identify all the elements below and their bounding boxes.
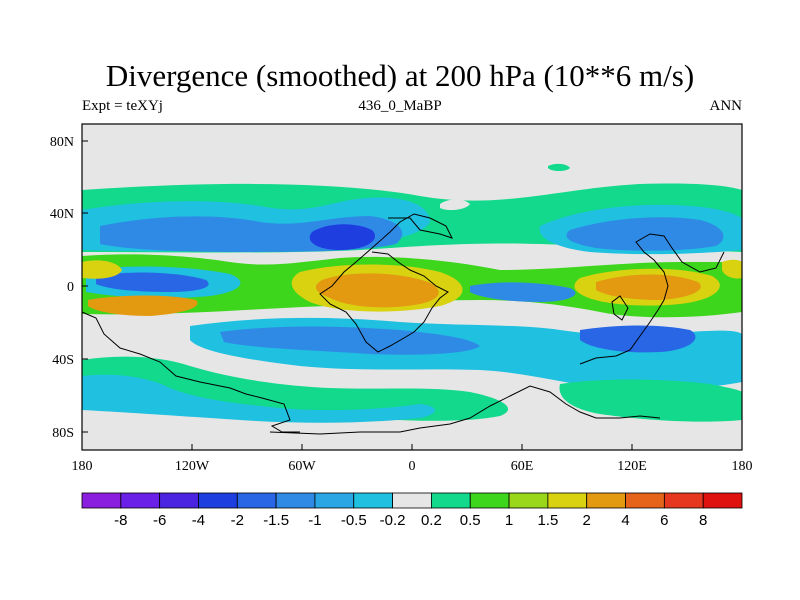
x-label-60w: 60W [288, 459, 316, 474]
coastline-antarctica [269, 385, 661, 435]
colorbar-swatch [702, 492, 743, 509]
colorbar-swatch [353, 492, 393, 509]
colorbar-label: 4 [621, 512, 629, 529]
x-axis [191, 444, 633, 450]
experiment-label: Expt = teXYj [82, 98, 163, 114]
colorbar-label: -0.2 [380, 512, 406, 529]
colorbar-label: 0.5 [460, 512, 481, 529]
contour-east-edge-yellow [722, 259, 742, 279]
contour-pacific-orange [88, 295, 198, 316]
colorbar [81, 492, 743, 509]
x-tick-labels: 180 120W 60W 0 60E 120E 180 [72, 459, 753, 474]
x-label-60e: 60E [511, 459, 534, 474]
colorbar-swatch [275, 492, 316, 509]
colorbar-swatch [469, 492, 510, 509]
colorbar-swatch [314, 492, 355, 509]
divergence-field [82, 124, 742, 450]
colorbar-label: -2 [231, 512, 244, 529]
coastline-asia-australia [579, 233, 725, 365]
colorbar-swatch [81, 492, 122, 509]
x-label-180w: 180 [72, 459, 93, 474]
colorbar-swatch [120, 492, 161, 509]
colorbar-label: -0.5 [341, 512, 367, 529]
x-label-120e: 120E [617, 459, 647, 474]
y-label-80s: 80S [52, 426, 74, 441]
run-label: 436_0_MaBP [358, 98, 442, 114]
colorbar-label: 8 [699, 512, 707, 529]
coastline-islands [611, 295, 629, 321]
colorbar-swatch [547, 492, 588, 509]
x-label-120w: 120W [175, 459, 210, 474]
colorbar-swatch [663, 492, 704, 509]
coastline-americas [81, 311, 300, 433]
colorbar-label: -1.5 [263, 512, 289, 529]
colorbar-label: 0.2 [421, 512, 442, 529]
contour-dateline-yellow [82, 260, 122, 279]
colorbar-swatch [198, 492, 238, 509]
colorbar-label: 2 [583, 512, 591, 529]
contour-north-deep-blue [309, 224, 376, 250]
colorbar-label: -8 [114, 512, 127, 529]
contour-south-blue [220, 326, 480, 355]
season-label: ANN [709, 98, 743, 114]
colorbar-label: 1.5 [537, 512, 558, 529]
colorbar-swatch [586, 492, 626, 509]
contour-east-tropics-orange [596, 274, 701, 300]
colorbar-label: -1 [308, 512, 321, 529]
contour-west-blue [96, 272, 209, 292]
colorbar-swatch [508, 492, 549, 509]
colorbar-swatch [431, 492, 471, 509]
map-title: Divergence (smoothed) at 200 hPa (10**6 … [105, 58, 695, 93]
colorbar-label: 1 [505, 512, 513, 529]
y-label-eq: 0 [67, 280, 74, 295]
coastline-africa-europe [319, 213, 453, 353]
contour-south-east-green [559, 379, 742, 422]
colorbar-swatch [236, 492, 277, 509]
x-label-0: 0 [409, 459, 416, 474]
y-axis [82, 140, 88, 433]
contour-northeast-green-spot [548, 163, 570, 171]
colorbar-label: -6 [153, 512, 166, 529]
contour-east-blue [566, 217, 724, 251]
y-label-40n: 40N [50, 207, 74, 222]
y-label-40s: 40S [52, 353, 74, 368]
colorbar-label: -4 [192, 512, 205, 529]
colorbar-labels: -8 -6 -4 -2 -1.5 -1 -0.5 -0.2 0.2 0.5 1 1.5 2 4 6 8 [114, 512, 707, 529]
x-label-180e: 180 [732, 459, 753, 474]
y-tick-labels: 80N 40N 0 40S 80S [50, 135, 74, 441]
contour-tropics-orange [315, 273, 439, 308]
contour-north-white-gap [440, 199, 470, 211]
contour-tropics-blue-tongue [470, 282, 576, 302]
colorbar-swatch [392, 492, 432, 509]
contour-south-light-blue-arc [82, 374, 435, 423]
colorbar-swatch [625, 492, 665, 509]
colorbar-label: 6 [660, 512, 668, 529]
colorbar-swatch [159, 492, 199, 509]
coastline-outlines [81, 213, 725, 435]
y-label-80n: 80N [50, 135, 74, 150]
